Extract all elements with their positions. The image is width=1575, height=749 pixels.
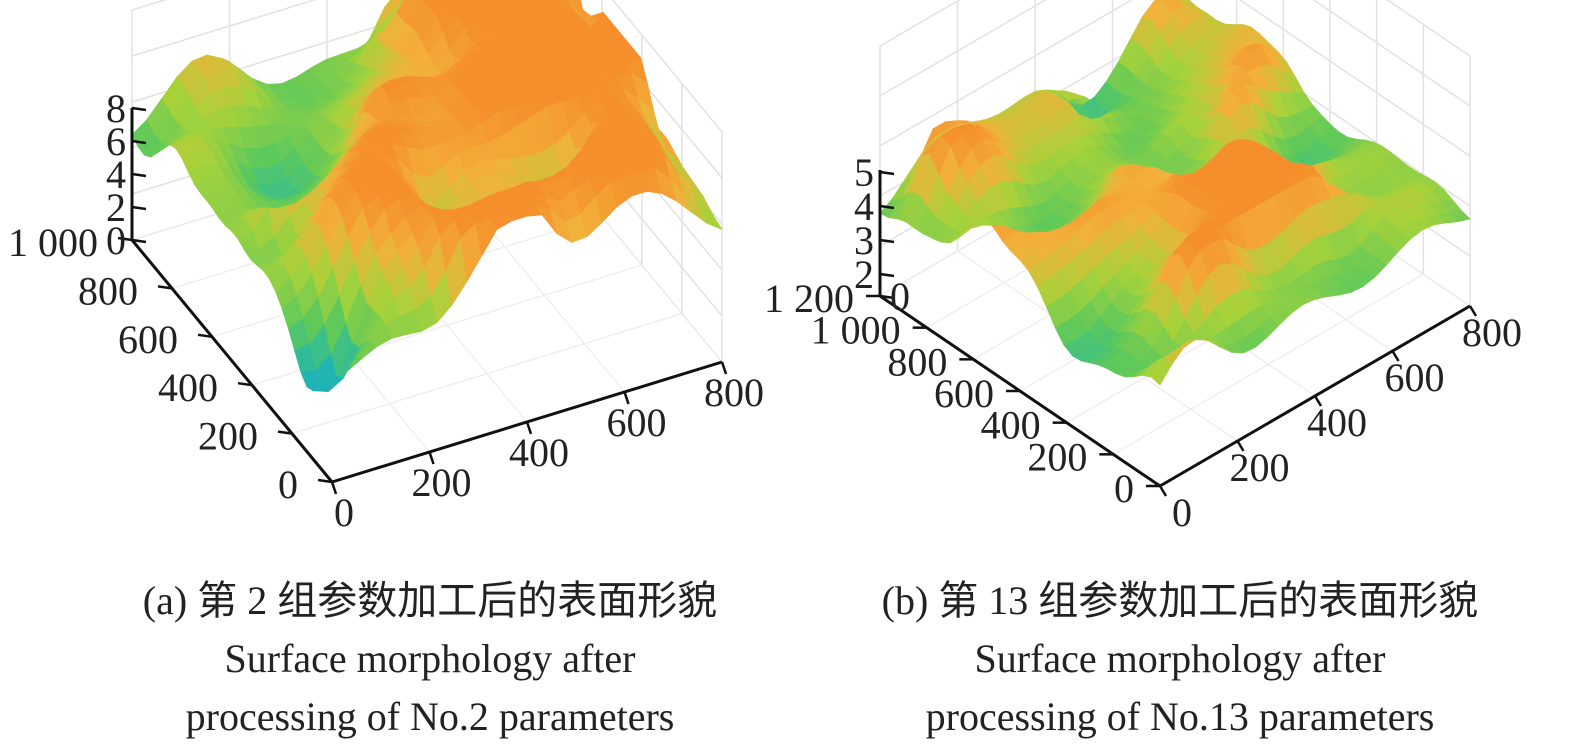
y-tick	[277, 430, 293, 435]
z-tick-label: 2	[106, 185, 126, 230]
y-tick-label: 200	[1027, 434, 1087, 479]
y-tick-label: 800	[887, 339, 947, 384]
surface-patch	[481, 0, 504, 11]
x-tick	[525, 421, 533, 435]
y-tick-label: 400	[158, 365, 218, 410]
surface-patch	[423, 0, 447, 10]
surface-patch	[460, 0, 483, 8]
z-tick	[131, 139, 147, 145]
surface	[131, 0, 724, 392]
y-axis-line	[130, 239, 334, 483]
z-tick-label: 3	[854, 218, 874, 263]
z-tick-label: 4	[106, 152, 126, 197]
surface-patch	[1154, 0, 1166, 2]
z-tick-label: 5	[854, 150, 874, 195]
x-tick-label: 600	[1385, 355, 1445, 400]
y-tick-label: 600	[934, 371, 994, 416]
z-tick-label: 2	[854, 252, 874, 297]
x-tick	[1313, 395, 1323, 407]
z-tick	[131, 172, 147, 178]
y-tick	[117, 236, 133, 242]
x-tick-label: 800	[1462, 310, 1522, 355]
surface-patch	[423, 0, 430, 2]
caption-b-en-line2: processing of No.13 parameters	[925, 694, 1435, 739]
y-tick-label: 1 200	[764, 276, 854, 321]
surface-patch	[441, 0, 461, 5]
y-tick	[237, 381, 253, 387]
surface-plot-b: 0 200 400 600 800 0 200 400 600 800 1 000 1 200 0 2 3 4…	[764, 0, 1575, 560]
surface-patch	[557, 0, 571, 3]
x-tick-label: 400	[509, 430, 569, 475]
y-tick-label: 400	[981, 403, 1041, 448]
x-tick	[1391, 350, 1400, 362]
x-tick-label: 400	[1307, 400, 1367, 445]
z-tick-label: 0	[890, 274, 910, 319]
z-tick	[879, 294, 895, 300]
surface	[879, 0, 1471, 386]
x-tick	[623, 391, 630, 405]
z-tick	[131, 238, 147, 244]
x-tick	[330, 481, 338, 495]
y-tick-label: 1 000	[811, 308, 901, 353]
surface-patch	[535, 0, 553, 5]
z-tick-label: 8	[106, 86, 126, 131]
y-tick-label: 0	[278, 462, 298, 507]
y-tick-label: 800	[78, 268, 138, 313]
surface-patch	[498, 0, 519, 6]
x-tick	[428, 451, 435, 465]
y-tick-label: 200	[198, 414, 258, 459]
surface-patch	[517, 0, 522, 2]
y-tick-label: 0	[1114, 466, 1134, 511]
x-tick-label: 200	[1230, 445, 1290, 490]
surface-patch	[517, 0, 541, 9]
x-tick-label: 0	[334, 490, 354, 535]
caption-a-en-line1: Surface morphology after	[224, 636, 636, 681]
y-tick	[317, 478, 333, 484]
caption-b-zh: (b) 第 13 组参数加工后的表面形貌	[881, 578, 1479, 623]
surface-patch	[402, 0, 425, 26]
x-tick-label: 600	[607, 400, 667, 445]
z-tick	[879, 272, 895, 278]
z-tick-label: 6	[106, 119, 126, 164]
z-tick	[131, 205, 147, 211]
surface-patch	[401, 0, 404, 4]
caption-b: (b) 第 13 组参数加工后的表面形貌 Surface morphology …	[800, 572, 1560, 746]
z-tick	[131, 106, 147, 112]
caption-a-zh: (a) 第 2 组参数加工后的表面形貌	[142, 578, 718, 623]
x-tick-label: 200	[412, 460, 472, 505]
surface-plot-a: 0 200 400 600 800 0 200 400 600 800 1 000 0 2 4 6 8	[0, 0, 790, 560]
surface-patch	[1178, 0, 1201, 10]
y-tick-label: 1 000	[8, 220, 98, 265]
x-tick	[1468, 305, 1478, 317]
y-tick	[157, 285, 173, 290]
x-tick-label: 800	[704, 370, 764, 415]
caption-a-en-line2: processing of No.2 parameters	[185, 694, 675, 739]
x-tick	[1236, 440, 1245, 452]
z-tick	[879, 170, 895, 176]
surface-patch	[445, 0, 468, 13]
surface-patch	[538, 0, 562, 12]
z-tick	[879, 238, 895, 244]
z-tick-label: 0	[106, 218, 126, 263]
y-tick	[197, 333, 213, 339]
surface-patch	[568, 0, 586, 19]
z-tick-label: 4	[854, 184, 874, 229]
x-tick-label: 0	[1172, 490, 1192, 535]
x-tick	[1158, 485, 1168, 497]
caption-a: (a) 第 2 组参数加工后的表面形貌 Surface morphology a…	[60, 572, 800, 746]
x-tick	[720, 361, 728, 375]
surface-patch	[1162, 0, 1185, 14]
z-tick	[879, 204, 895, 210]
caption-b-en-line1: Surface morphology after	[974, 636, 1386, 681]
y-tick-label: 600	[118, 317, 178, 362]
surface-patch	[479, 0, 492, 3]
